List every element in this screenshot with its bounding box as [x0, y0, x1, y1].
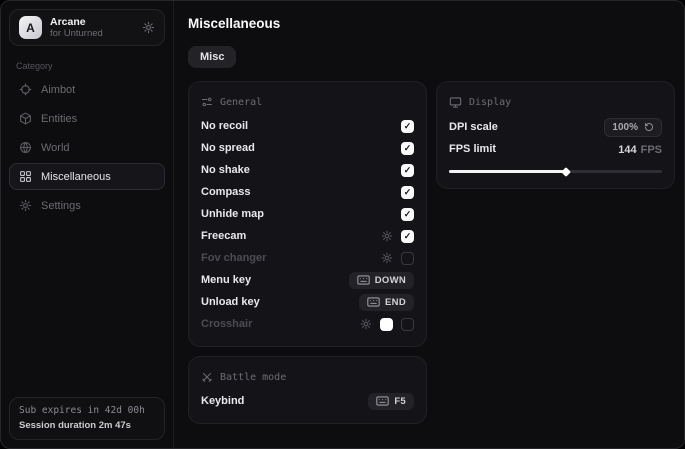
gear-icon[interactable] [360, 318, 372, 330]
sidebar-item-label: Aimbot [41, 83, 76, 96]
sidebar: A Arcane for Unturned Category Aimbot [1, 1, 174, 448]
sidebar-item-miscellaneous[interactable]: Miscellaneous [9, 163, 165, 190]
fps-slider-thumb[interactable] [561, 166, 572, 177]
app-logo: A [19, 16, 42, 39]
fov-changer-checkbox[interactable] [401, 251, 414, 265]
subscription-expiry: Sub expires in 42d 00h [19, 405, 145, 416]
section-title: Display [469, 97, 512, 108]
gear-icon[interactable] [381, 230, 393, 242]
gear-icon[interactable] [142, 21, 155, 34]
gear-icon [19, 199, 32, 212]
section-title: General [220, 96, 263, 108]
setting-row-crosshair: Crosshair [201, 313, 414, 335]
setting-row-no-recoil: No recoil [201, 115, 414, 137]
sidebar-item-world[interactable]: World [9, 134, 165, 161]
app-subtitle: for Unturned [50, 28, 103, 40]
setting-row-fps-limit: FPS limit 144 FPS [449, 143, 662, 156]
app-header-card: A Arcane for Unturned [9, 9, 165, 46]
fps-slider[interactable] [449, 166, 662, 177]
section-title: Battle mode [220, 371, 287, 383]
no-spread-checkbox[interactable] [401, 141, 414, 155]
display-section: Display DPI scale 100% [436, 81, 675, 189]
dpi-value-badge[interactable]: 100% [604, 117, 662, 137]
sidebar-item-label: World [41, 141, 70, 154]
general-section: General No recoil No spread No shake [188, 81, 427, 347]
page-title: Miscellaneous [188, 16, 281, 31]
session-duration: Session duration 2m 47s [19, 420, 131, 431]
fps-unit: FPS [640, 144, 662, 156]
sidebar-item-entities[interactable]: Entities [9, 105, 165, 132]
sidebar-item-label: Entities [41, 112, 78, 125]
no-recoil-checkbox[interactable] [401, 119, 414, 133]
cube-icon [19, 112, 32, 125]
setting-row-freecam: Freecam [201, 225, 414, 247]
main-content: Miscellaneous Misc General No recoil [174, 1, 684, 448]
crosshair-icon [19, 83, 32, 96]
keyboard-icon [376, 396, 390, 406]
unload-key-bind[interactable]: END [359, 293, 414, 311]
fps-slider-fill [449, 170, 567, 173]
battle-keybind[interactable]: F5 [368, 392, 414, 410]
category-label: Category [16, 61, 53, 71]
setting-row-fov-changer: Fov changer [201, 247, 414, 269]
crosshair-color-swatch[interactable] [380, 317, 393, 331]
monitor-icon [449, 96, 462, 109]
keyboard-icon [367, 297, 380, 307]
setting-row-unload-key: Unload key END [201, 291, 414, 313]
app-name: Arcane [50, 15, 86, 28]
setting-row-no-spread: No spread [201, 137, 414, 159]
keyboard-icon [356, 275, 370, 285]
setting-row-compass: Compass [201, 181, 414, 203]
setting-row-dpi-scale: DPI scale 100% [449, 116, 662, 138]
crosshair-checkbox[interactable] [401, 317, 414, 331]
swords-icon [201, 371, 213, 383]
unhide-map-checkbox[interactable] [401, 207, 414, 221]
battle-mode-section: Battle mode Keybind F5 [188, 356, 427, 424]
fps-value: 144 [618, 144, 637, 156]
globe-icon [19, 141, 32, 154]
setting-row-unhide-map: Unhide map [201, 203, 414, 225]
sidebar-item-label: Miscellaneous [41, 170, 111, 183]
sidebar-item-label: Settings [41, 199, 81, 212]
compass-checkbox[interactable] [401, 185, 414, 199]
setting-row-no-shake: No shake [201, 159, 414, 181]
reset-icon[interactable] [644, 122, 654, 132]
sliders-icon [201, 96, 213, 108]
grid-icon [19, 170, 32, 183]
sidebar-item-settings[interactable]: Settings [9, 192, 165, 219]
no-shake-checkbox[interactable] [401, 163, 414, 177]
tab-misc[interactable]: Misc [188, 46, 237, 68]
sidebar-nav: Aimbot Entities World Miscellaneous [9, 76, 165, 219]
subscription-card: Sub expires in 42d 00h Session duration … [9, 397, 165, 440]
menu-key-bind[interactable]: DOWN [348, 271, 414, 289]
gear-icon[interactable] [381, 252, 393, 264]
setting-row-menu-key: Menu key DOWN [201, 269, 414, 291]
freecam-checkbox[interactable] [401, 229, 414, 243]
setting-row-keybind: Keybind F5 [201, 390, 414, 412]
sidebar-item-aimbot[interactable]: Aimbot [9, 76, 165, 103]
